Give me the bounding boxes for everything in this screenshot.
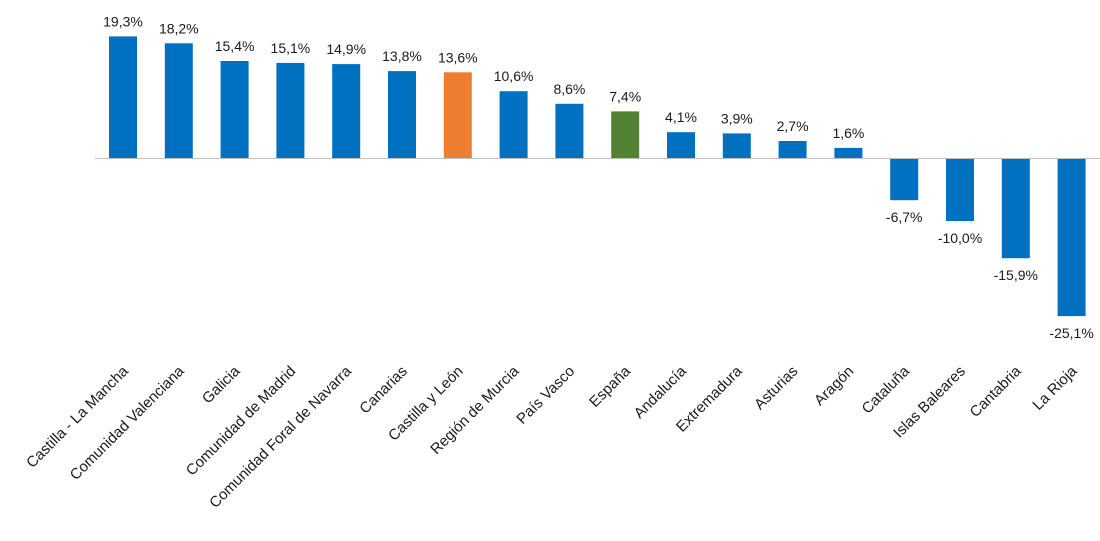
data-label: 10,6% — [494, 68, 534, 84]
category-label: La Rioja — [1029, 362, 1080, 413]
data-label: 19,3% — [103, 13, 143, 29]
data-label: -15,9% — [994, 267, 1038, 283]
data-label: 14,9% — [326, 41, 366, 57]
bar — [220, 61, 249, 158]
bars-layer — [109, 36, 1086, 317]
data-label: 8,6% — [553, 81, 585, 97]
data-label: 15,1% — [271, 40, 311, 56]
bar — [388, 71, 416, 158]
data-label: 4,1% — [665, 109, 697, 125]
category-label: País Vasco — [513, 363, 578, 428]
category-label: Asturias — [751, 363, 801, 413]
category-label: Cantabria — [967, 362, 1025, 420]
bar — [332, 64, 361, 158]
data-label: -6,7% — [886, 209, 923, 225]
data-label: 13,8% — [382, 48, 422, 64]
bar — [667, 132, 695, 158]
data-label: 3,9% — [721, 110, 753, 126]
data-labels-layer: 19,3% 18,2% 15,4% 15,1% 14,9% 13,8% 13,6% 10,6%… — [103, 13, 1094, 341]
data-label: -10,0% — [938, 230, 982, 246]
bar — [1001, 158, 1030, 259]
data-label: -25,1% — [1049, 325, 1093, 341]
bar — [276, 62, 305, 158]
data-label: 13,6% — [438, 49, 478, 65]
bar — [946, 158, 974, 221]
bar — [722, 133, 751, 158]
category-label: Comunidad de Madrid — [183, 363, 299, 479]
bar — [778, 141, 807, 158]
data-label: 2,7% — [777, 118, 809, 134]
category-label: Canarias — [356, 363, 410, 417]
data-label: 18,2% — [159, 20, 199, 36]
bar — [499, 91, 528, 158]
bar — [834, 147, 863, 158]
bar — [890, 158, 919, 201]
bar — [611, 111, 640, 158]
data-label: 1,6% — [832, 125, 864, 141]
data-label: 7,4% — [609, 88, 641, 104]
category-label: Cataluña — [859, 362, 914, 417]
bar — [109, 36, 137, 158]
category-label: Castilla - La Mancha — [23, 362, 132, 471]
category-label: España — [586, 362, 634, 410]
bar — [164, 43, 193, 158]
bar — [443, 72, 472, 158]
bar — [555, 103, 584, 158]
bar — [1057, 158, 1086, 317]
data-label: 15,4% — [215, 38, 255, 54]
category-label: Andalucía — [631, 362, 691, 422]
category-label: Galicia — [199, 362, 244, 407]
category-label: Aragón — [811, 363, 857, 409]
category-label: Comunidad Valenciana — [67, 362, 188, 483]
